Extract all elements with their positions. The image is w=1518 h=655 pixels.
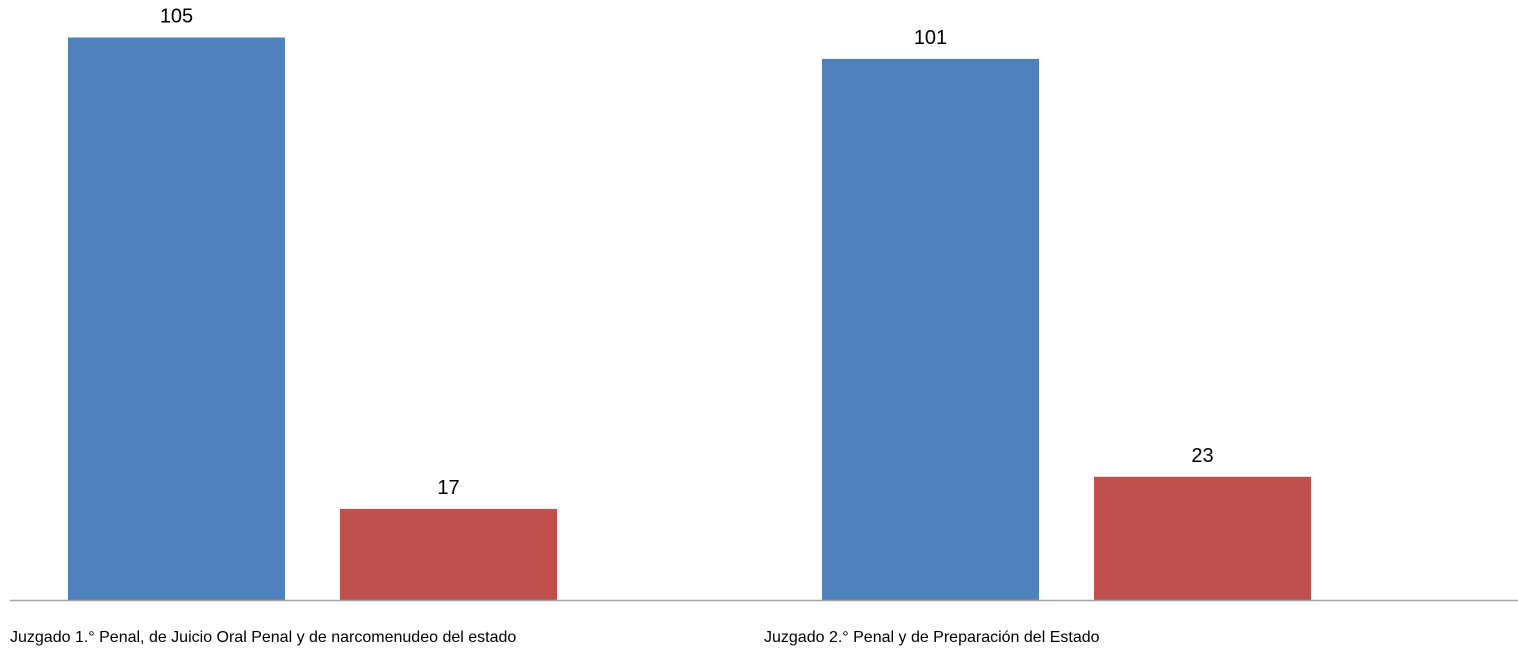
category-label-1: Juzgado 1.° Penal, de Juicio Oral Penal …: [10, 629, 516, 646]
bar-series-2-category-1: [340, 508, 557, 600]
data-label-series-2-category-1: 17: [437, 477, 459, 499]
value-labels-group: 105 17 101 23: [160, 6, 1214, 499]
category-label-2: Juzgado 2.° Penal y de Preparación del E…: [764, 629, 1100, 646]
bars-group: [68, 37, 1311, 600]
bar-series-1-category-2: [822, 58, 1039, 600]
bar-series-1-category-1: [68, 37, 285, 600]
data-label-series-2-category-2: 23: [1191, 445, 1213, 467]
data-label-series-1-category-2: 101: [914, 27, 947, 49]
data-label-series-1-category-1: 105: [160, 6, 193, 28]
bar-series-2-category-2: [1094, 476, 1311, 600]
category-labels-group: Juzgado 1.° Penal, de Juicio Oral Penal …: [10, 629, 1100, 646]
